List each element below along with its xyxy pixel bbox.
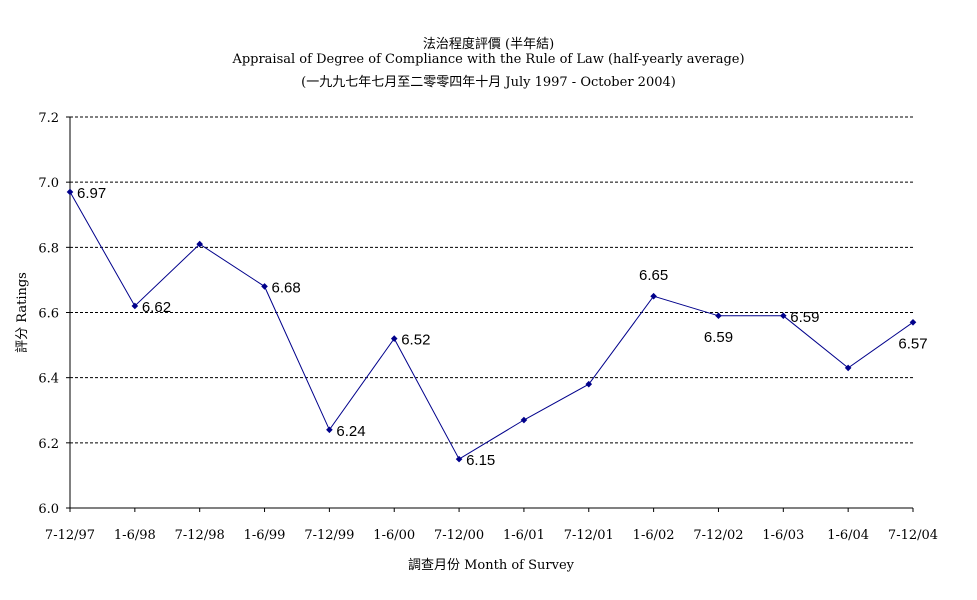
data-label: 6.24 (336, 423, 365, 440)
data-label: 6.65 (639, 267, 668, 284)
series-line (69, 191, 914, 460)
x-tick-label: 7-12/00 (434, 528, 484, 543)
y-tick-label: 6.6 (38, 307, 59, 322)
x-axis-label: 調查月份 Month of Survey (408, 558, 575, 573)
data-label: 6.59 (790, 309, 819, 326)
data-point (715, 312, 722, 320)
data-point (520, 416, 528, 424)
data-point (650, 292, 657, 300)
x-tick-label: 1-6/04 (827, 528, 869, 543)
axes (69, 117, 913, 509)
data-point (780, 312, 787, 320)
data-point (909, 318, 917, 326)
y-tick-label: 6.8 (38, 241, 59, 256)
data-label: 6.15 (466, 452, 495, 469)
y-tick-label: 6.0 (38, 502, 59, 517)
x-tick-label: 1-6/00 (373, 528, 415, 543)
data-point (326, 426, 333, 434)
x-tick-label: 1-6/02 (633, 528, 675, 543)
data-label: 6.59 (704, 329, 733, 346)
data-point (261, 283, 268, 290)
data-label: 6.57 (898, 335, 927, 352)
x-tick-label: 7-12/04 (888, 528, 938, 543)
x-tick-label: 1-6/03 (762, 528, 804, 543)
data-labels: 6.97 6.62 6.68 6.24 6.52 6.15 6.65 6.59 6.59 6.57 (77, 185, 928, 469)
x-tick-label: 7-12/97 (45, 528, 95, 543)
data-point (131, 302, 139, 310)
data-label: 6.52 (401, 332, 430, 349)
x-tick-label: 1-6/99 (244, 528, 286, 543)
data-label: 6.62 (142, 299, 171, 316)
x-tick-label: 1-6/01 (503, 528, 545, 543)
gridlines (66, 116, 914, 512)
x-tick-label: 7-12/02 (693, 528, 743, 543)
y-tick-label: 7.0 (38, 176, 59, 191)
chart-subtitle: Appraisal of Degree of Compliance with t… (232, 52, 745, 67)
x-tick-labels: 7-12/97 1-6/98 7-12/98 1-6/99 7-12/99 1-6/00 7… (45, 528, 938, 543)
chart-period: (一九九七年七月至二零零四年十月 July 1997 - October 200… (301, 75, 676, 90)
data-point (66, 188, 74, 196)
x-tick-label: 7-12/99 (304, 528, 354, 543)
data-point (585, 380, 593, 388)
series-markers (66, 188, 917, 463)
data-point (844, 364, 852, 372)
y-tick-label: 7.2 (38, 111, 59, 126)
data-point (196, 240, 203, 248)
y-axis-label: 評分 Ratings (15, 272, 30, 353)
y-tick-label: 6.4 (38, 372, 59, 387)
data-point (455, 455, 463, 463)
x-tick-label: 7-12/98 (175, 528, 225, 543)
data-label: 6.97 (77, 185, 106, 202)
x-tick-label: 1-6/98 (114, 528, 156, 543)
data-label: 6.68 (272, 279, 301, 296)
y-tick-labels: 6.0 6.2 6.4 6.6 6.8 7.0 7.2 (38, 111, 59, 517)
chart-title: 法治程度評價 (半年結) (422, 37, 555, 52)
x-tick-label: 7-12/01 (564, 528, 614, 543)
y-tick-label: 6.2 (38, 437, 59, 452)
data-point (390, 335, 398, 342)
